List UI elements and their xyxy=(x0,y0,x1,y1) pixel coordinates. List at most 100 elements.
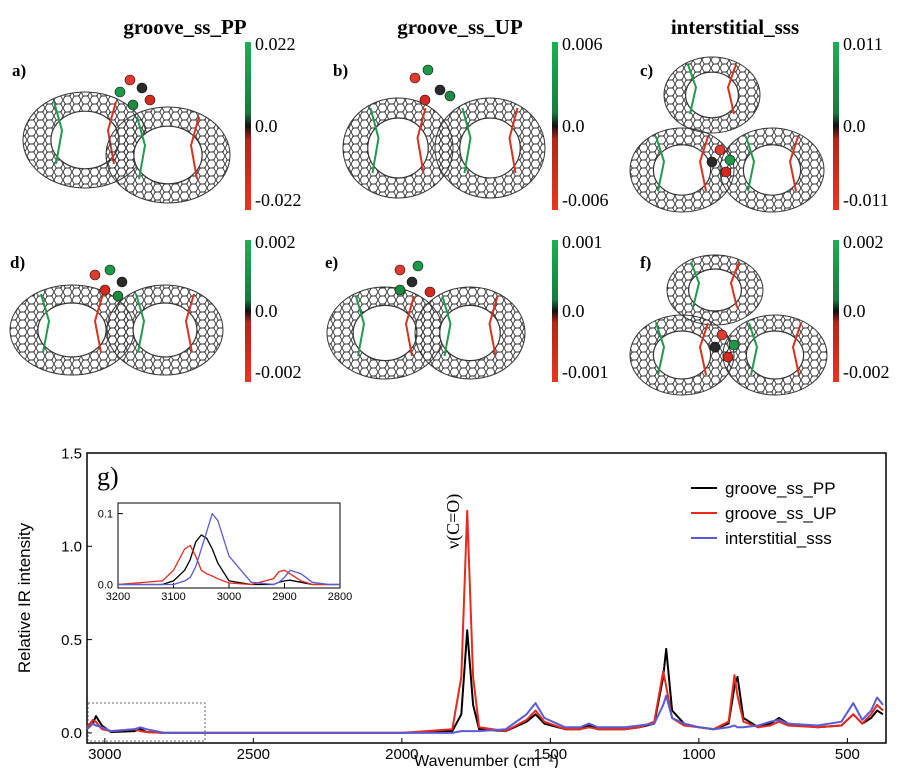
column-title: groove_ss_UP xyxy=(397,15,523,39)
x-axis-label: Wavenumber (cm⁻¹) xyxy=(414,753,559,768)
x-tick-label: 3200 xyxy=(106,591,130,603)
y-tick-label: 1.0 xyxy=(61,539,82,556)
color-bar-label: 0.0 xyxy=(843,116,866,136)
color-bar-label: 0.002 xyxy=(255,232,296,252)
legend-label: groove_ss_UP xyxy=(725,504,837,523)
nanotube-bore xyxy=(687,268,742,312)
x-tick-label: 500 xyxy=(835,746,860,763)
atom xyxy=(422,64,434,76)
charge-strand xyxy=(488,295,499,357)
nanotube-bore xyxy=(459,117,521,179)
legend-label: interstitial_sss xyxy=(725,529,832,548)
atom xyxy=(394,284,406,296)
atom xyxy=(89,269,101,281)
x-tick-label: 3000 xyxy=(217,591,241,603)
charge-strand xyxy=(184,293,195,353)
charge-strand xyxy=(788,136,799,192)
y-tick-label: 0.5 xyxy=(61,632,82,649)
charge-strand xyxy=(53,101,64,165)
color-bar-label: -0.002 xyxy=(843,362,890,382)
color-bar xyxy=(552,240,558,382)
charge-strand xyxy=(135,293,146,353)
color-bar-label: 0.0 xyxy=(562,116,585,136)
column-title: interstitial_sss xyxy=(671,15,799,39)
atom xyxy=(706,156,718,168)
charge-strand xyxy=(369,107,380,174)
peak-annotation: ν(C=O) xyxy=(443,494,464,549)
color-bar xyxy=(833,240,839,382)
atom xyxy=(444,90,456,102)
nanotube-bore xyxy=(742,144,802,196)
atom xyxy=(709,341,721,353)
y-tick-label: 0.0 xyxy=(98,579,113,591)
color-bar-label: 0.0 xyxy=(843,301,866,321)
x-tick-label: 1000 xyxy=(682,746,715,763)
charge-strand xyxy=(508,107,519,174)
atom xyxy=(434,84,446,96)
nanotube-bore xyxy=(439,304,501,362)
zoom-region xyxy=(87,702,206,742)
spectrum-line xyxy=(117,544,340,586)
color-bar-label: 0.001 xyxy=(562,232,603,252)
charge-strand xyxy=(441,295,452,357)
charge-strand xyxy=(698,322,709,376)
spectrum-line xyxy=(86,694,884,734)
panel-label: c) xyxy=(640,61,653,80)
atom xyxy=(394,264,406,276)
charge-strand xyxy=(93,293,104,353)
charge-strand xyxy=(404,295,415,357)
x-tick-label: 2900 xyxy=(272,591,296,603)
nanotube-bore xyxy=(684,71,739,119)
color-bar xyxy=(245,240,251,382)
x-tick-label: 2500 xyxy=(237,746,270,763)
charge-strand xyxy=(745,136,756,192)
panel-label: b) xyxy=(333,61,348,80)
charge-strand xyxy=(729,261,740,308)
nanotube-bore xyxy=(37,302,107,358)
color-bar-label: -0.011 xyxy=(843,190,889,210)
y-axis-label: Relative IR intensity xyxy=(15,522,34,673)
atom xyxy=(112,290,124,302)
x-tick-label: 2800 xyxy=(328,591,352,603)
nanotube-bore xyxy=(132,302,198,358)
atom xyxy=(144,94,156,106)
x-tick-label: 3100 xyxy=(161,591,185,603)
structure-panels: a) 0.022 0.0 -0.022 b) 0.006 0.0 -0.006 c) 0.011 0… xyxy=(9,34,890,396)
charge-strand xyxy=(698,136,709,192)
color-bar xyxy=(833,42,839,210)
atom xyxy=(412,260,424,272)
color-bar-label: 0.011 xyxy=(843,34,883,54)
atom xyxy=(124,74,136,86)
plot-frame xyxy=(86,452,887,744)
charge-strand xyxy=(136,116,147,180)
ir-spectrum: 0.0 0.5 1.0 1.5 3000 2500 2000 1500 1000 500 groov… xyxy=(15,445,887,768)
x-tick-label: 2000 xyxy=(385,746,418,763)
charge-strand xyxy=(748,322,759,376)
atom xyxy=(104,264,116,276)
spectrum-line xyxy=(118,512,340,586)
atom xyxy=(419,94,431,106)
y-tick-label: 1.5 xyxy=(61,445,82,462)
column-title: groove_ss_PP xyxy=(123,15,246,39)
color-bar xyxy=(552,42,558,210)
atom xyxy=(720,166,732,178)
color-bar-label: -0.022 xyxy=(255,190,302,210)
plot-frame xyxy=(117,502,341,589)
x-tick-label: 1500 xyxy=(534,746,567,763)
charge-strand xyxy=(189,116,200,180)
atom xyxy=(409,72,421,84)
atom xyxy=(116,276,128,288)
color-bar-label: 0.002 xyxy=(843,232,884,252)
atom xyxy=(406,276,418,288)
y-tick-label: 0.0 xyxy=(61,725,82,742)
charge-strand xyxy=(355,295,366,357)
atom xyxy=(99,284,111,296)
color-bar-label: 0.0 xyxy=(562,301,585,321)
color-bar-label: 0.0 xyxy=(255,116,278,136)
atom xyxy=(714,144,726,156)
panel-label: e) xyxy=(325,253,338,272)
panel-label: a) xyxy=(12,61,26,80)
color-bar-label: 0.006 xyxy=(562,34,603,54)
charge-strand xyxy=(40,293,51,353)
